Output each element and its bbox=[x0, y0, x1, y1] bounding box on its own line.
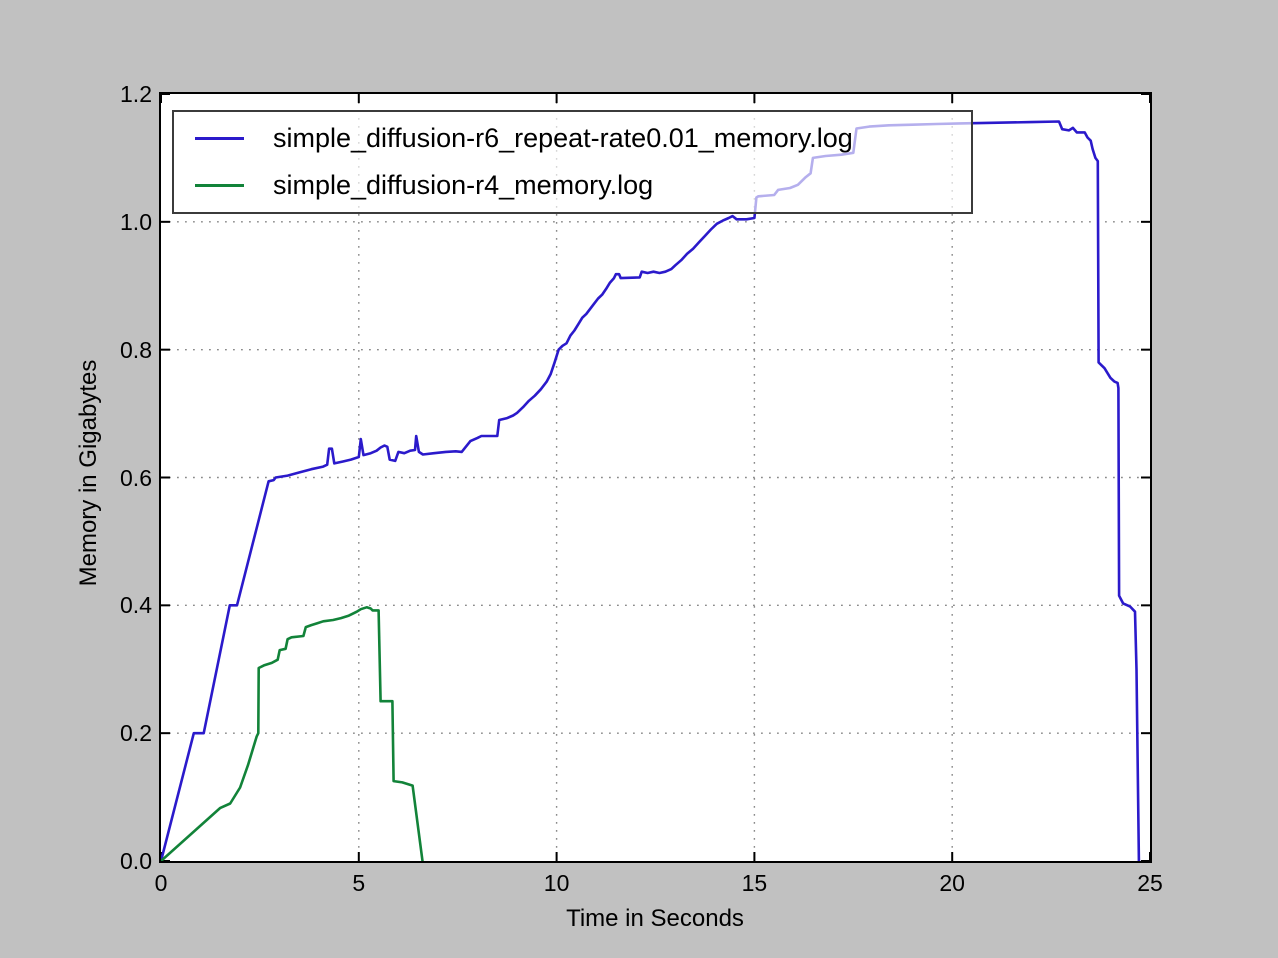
series-line-0 bbox=[161, 120, 1141, 861]
y-tick-label-0.8: 0.8 bbox=[120, 336, 152, 363]
y-axis-title: Memory in Gigabytes bbox=[75, 359, 102, 587]
y-tick-label-0.2: 0.2 bbox=[120, 720, 152, 747]
y-tick-label-0.0: 0.0 bbox=[120, 848, 152, 874]
y-tick-label-0.6: 0.6 bbox=[120, 464, 152, 491]
legend: simple_diffusion-r6_repeat-rate0.01_memo… bbox=[172, 110, 973, 214]
legend-label-r6: simple_diffusion-r6_repeat-rate0.01_memo… bbox=[273, 123, 853, 153]
x-tick-label-25: 25 bbox=[1137, 870, 1163, 896]
x-tick-label-20: 20 bbox=[939, 870, 965, 896]
x-axis-title: Time in Seconds bbox=[566, 905, 744, 932]
x-tick-label-0: 0 bbox=[154, 870, 168, 896]
legend-line-sample-r4 bbox=[195, 184, 244, 187]
series-line-1 bbox=[161, 605, 424, 861]
x-tick-label-10: 10 bbox=[543, 870, 570, 896]
y-tick-label-1.2: 1.2 bbox=[120, 81, 152, 107]
legend-label-r4: simple_diffusion-r4_memory.log bbox=[273, 170, 654, 200]
plot-area bbox=[159, 92, 1152, 863]
legend-entry-r6: simple_diffusion-r6_repeat-rate0.01_memo… bbox=[174, 116, 971, 162]
y-tick-label-0.4: 0.4 bbox=[120, 592, 152, 619]
chart-canvas bbox=[161, 94, 1150, 861]
y-tick-label-1.0: 1.0 bbox=[120, 208, 152, 235]
x-tick-label-5: 5 bbox=[352, 870, 366, 896]
legend-line-sample-r6 bbox=[195, 137, 244, 140]
x-tick-label-15: 15 bbox=[741, 870, 768, 896]
legend-entry-r4: simple_diffusion-r4_memory.log bbox=[174, 163, 971, 209]
